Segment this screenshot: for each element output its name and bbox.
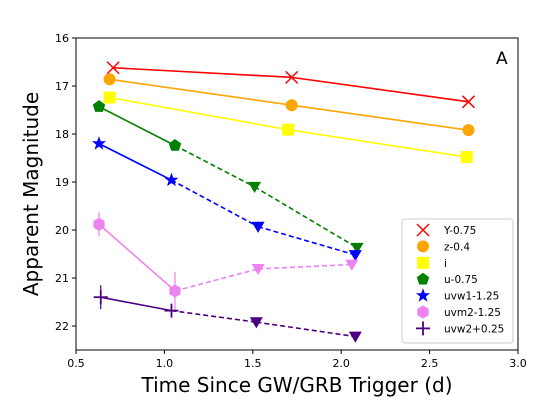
- legend-marker: [417, 256, 429, 269]
- upper-limit-marker: [350, 242, 364, 254]
- data-point: [282, 123, 295, 136]
- data-point: [92, 100, 106, 112]
- legend-item: Y-0.75: [416, 223, 476, 237]
- upper-limit-marker: [348, 331, 362, 343]
- data-point: [93, 217, 105, 231]
- y-tick-label: 16: [55, 32, 69, 45]
- series-line-segment: [291, 76, 469, 103]
- legend-item: i: [417, 256, 447, 270]
- series-Y-0.75: [106, 61, 476, 109]
- data-point: [91, 136, 107, 150]
- upper-limit-marker: [249, 317, 263, 329]
- y-tick-label: 17: [55, 80, 69, 93]
- legend-label: Y-0.75: [443, 225, 476, 237]
- data-point: [93, 290, 108, 305]
- series-line-segment: [291, 104, 469, 131]
- series-line-segment: [98, 142, 172, 181]
- upper-limit-marker: [251, 221, 265, 233]
- y-tick-label: 20: [55, 224, 69, 237]
- series-line-segment: [254, 186, 358, 249]
- data-point: [106, 61, 120, 75]
- legend-marker: [417, 305, 429, 319]
- legend-marker: [416, 321, 430, 336]
- data-point: [285, 70, 299, 84]
- series-line-segment: [98, 223, 176, 292]
- series-line-segment: [113, 66, 292, 79]
- y-axis-title: Apparent Magnitude: [19, 92, 43, 296]
- legend: Y-0.75 z-0.4 i u-0.75 uvw1-1.25 uvm2-1.25 uvw2…: [401, 218, 514, 344]
- x-tick-label: 2.0: [332, 357, 350, 370]
- plot-frame: [75, 37, 519, 351]
- data-point: [164, 303, 179, 318]
- legend-label: uvw1-1.25: [444, 291, 499, 303]
- data-point: [285, 99, 298, 112]
- series-line-segment: [109, 78, 292, 106]
- x-axis: 0.5 1.0 1.5 2.0 2.5 3.0: [67, 350, 527, 370]
- legend-marker: [417, 240, 429, 253]
- data-point: [103, 91, 116, 104]
- series-uvw1-1.25: [91, 136, 362, 262]
- x-tick-label: 2.5: [421, 357, 439, 370]
- series-line-segment: [100, 296, 172, 312]
- y-axis: 16 17 18 19 20 21 22: [55, 32, 76, 333]
- series-line-segment: [174, 268, 259, 292]
- series-line-segment: [171, 179, 259, 228]
- data-point: [164, 172, 179, 187]
- legend-label: z-0.4: [444, 241, 470, 253]
- series-uvm2-1.25: [93, 212, 359, 311]
- y-tick-label: 18: [55, 128, 69, 141]
- series-line-segment: [109, 96, 289, 131]
- series-line-segment: [174, 144, 255, 188]
- legend-label: uvm2-1.25: [444, 307, 501, 319]
- y-tick-label: 21: [55, 272, 69, 285]
- x-tick-label: 0.5: [67, 357, 85, 370]
- upper-limit-marker: [345, 259, 359, 271]
- legend-marker: [416, 223, 430, 237]
- x-axis-title: Time Since GW/GRB Trigger (d): [140, 373, 452, 397]
- legend-marker: [415, 288, 431, 302]
- legend-box: [401, 218, 514, 344]
- plot-content: [91, 61, 476, 343]
- data-point: [461, 95, 476, 109]
- x-tick-label: 1.5: [244, 357, 262, 370]
- legend-item: u-0.75: [416, 272, 478, 286]
- upper-limit-marker: [248, 181, 262, 193]
- series-line-segment: [256, 321, 356, 338]
- series-line-segment: [288, 128, 467, 158]
- legend-item: z-0.4: [417, 240, 470, 253]
- x-tick-label: 3.0: [509, 357, 527, 370]
- series-line-segment: [171, 309, 257, 323]
- series-u-0.75: [92, 100, 364, 254]
- upper-limit-marker: [348, 250, 362, 262]
- legend-label: u-0.75: [444, 274, 478, 286]
- legend-label: i: [444, 258, 447, 270]
- legend-marker: [416, 272, 430, 285]
- data-point: [168, 139, 182, 151]
- series-line-segment: [257, 225, 356, 256]
- y-tick-label: 22: [55, 320, 69, 333]
- series-z-0.4: [103, 73, 475, 137]
- legend-item: uvw1-1.25: [415, 288, 499, 303]
- upper-limit-marker: [251, 264, 265, 276]
- data-point: [103, 73, 116, 86]
- legend-label: uvw2+0.25: [444, 323, 504, 335]
- data-point: [462, 124, 475, 137]
- data-point: [169, 284, 181, 298]
- legend-item: uvw2+0.25: [416, 321, 504, 336]
- x-tick-label: 1.0: [156, 357, 174, 370]
- y-tick-label: 19: [55, 176, 69, 189]
- series-i: [103, 91, 473, 164]
- series-uvw2+0.25: [93, 285, 362, 343]
- series-line-segment: [98, 105, 176, 147]
- series-line-segment: [258, 263, 352, 270]
- legend-item: uvm2-1.25: [417, 305, 501, 319]
- panel-label: A: [496, 49, 508, 69]
- data-point: [460, 151, 473, 164]
